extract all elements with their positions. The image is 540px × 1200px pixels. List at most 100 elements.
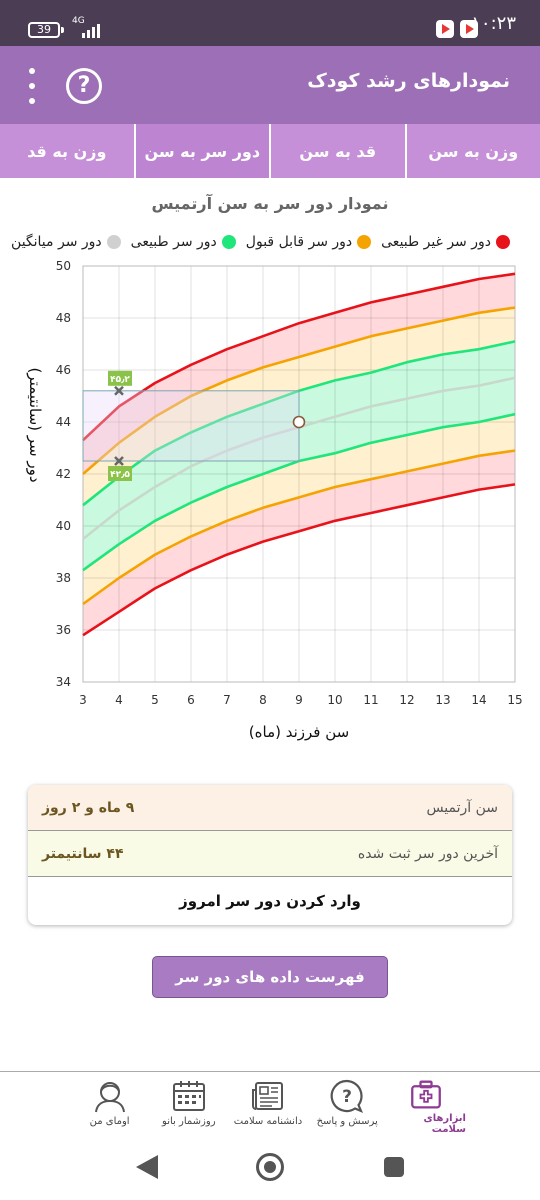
chart-tabs: وزن به سن قد به سن دور سر به سن وزن به ق…: [0, 124, 540, 178]
legend-item-normal[interactable]: دور سر طبیعی: [131, 234, 236, 250]
x-tick-label: 14: [471, 693, 486, 707]
svg-text:?: ?: [342, 1087, 352, 1107]
legend-label: دور سر میانگین: [11, 234, 102, 250]
series-line: [82, 306, 516, 475]
play-store-icon: [460, 20, 478, 38]
marker-label: ۴۵٫۲: [110, 375, 130, 385]
home-icon[interactable]: [256, 1153, 284, 1181]
measurement-marker: [114, 385, 124, 396]
tab-weight-for-height[interactable]: وزن به قد: [27, 141, 107, 161]
status-bar: 39 4G ۱۰:۲۳: [0, 0, 540, 46]
x-tick-label: 9: [295, 693, 303, 707]
nav-profile[interactable]: اومای من: [70, 1072, 149, 1135]
system-navigation: [0, 1135, 540, 1200]
app-bar: ? نمودارهای رشد کودک: [0, 46, 540, 124]
recent-apps-icon[interactable]: [384, 1157, 404, 1177]
legend-dot: [357, 235, 372, 249]
chart-band: [83, 450, 515, 636]
x-tick-label: 13: [435, 693, 450, 707]
y-axis-label: دور سر (سانتیمتر): [26, 367, 44, 482]
more-options-icon[interactable]: [22, 66, 42, 106]
y-tick-label: 48: [56, 311, 71, 325]
nav-label: ابزارهای سلامت: [423, 1113, 466, 1135]
y-tick-label: 50: [56, 259, 71, 273]
chart-band: [83, 307, 515, 506]
y-tick-label: 44: [56, 415, 71, 429]
data-list-button[interactable]: فهرست داده های دور سر آرتمیس: [152, 956, 388, 1026]
x-tick-label: 8: [259, 693, 267, 707]
x-tick-label: 10: [327, 693, 342, 707]
marker-badge: [108, 466, 132, 481]
nav-label: اومای من: [89, 1116, 130, 1127]
battery-level: 39: [37, 23, 51, 36]
chart-legend: دور سر غیر طبیعی دور سر قابل قبول دور سر…: [11, 234, 510, 250]
nav-calendar[interactable]: روزشمار بانو: [149, 1072, 228, 1135]
enter-today-button[interactable]: وارد کردن دور سر امروز: [179, 892, 361, 910]
x-tick-label: 12: [399, 693, 414, 707]
chart-band: [83, 414, 515, 604]
legend-item-acceptable[interactable]: دور سر قابل قبول: [245, 234, 372, 250]
x-tick-label: 7: [223, 693, 231, 707]
play-store-icon: [436, 20, 454, 38]
last-measurement-value: ۴۴ سانتیمتر: [42, 845, 124, 862]
clock: ۱۰:۲۳: [471, 13, 516, 34]
tab-weight-for-age[interactable]: وزن به سن: [404, 124, 540, 178]
y-tick-label: 38: [56, 571, 71, 585]
child-data-point: [292, 415, 306, 429]
legend-item-abnormal[interactable]: دور سر غیر طبیعی: [381, 234, 510, 250]
y-tick-label: 34: [56, 675, 71, 689]
legend-dot: [496, 235, 510, 249]
chart-band: [83, 273, 515, 474]
info-card: سن آرتمیس ۹ ماه و ۲ روز آخرین دور سر ثبت…: [28, 785, 512, 925]
age-label: سن آرتمیس: [426, 799, 498, 816]
age-row: سن آرتمیس ۹ ماه و ۲ روز: [28, 785, 512, 831]
nav-health-tools[interactable]: ابزارهای سلامت: [387, 1072, 466, 1135]
user-profile-icon: [94, 1082, 125, 1113]
y-tick-label: 46: [56, 363, 71, 377]
help-icon[interactable]: ?: [66, 68, 102, 104]
chart-band: [83, 377, 515, 571]
series-line: [82, 483, 516, 637]
age-value: ۹ ماه و ۲ روز: [42, 799, 135, 816]
back-icon[interactable]: [136, 1155, 158, 1179]
series-line: [82, 272, 516, 442]
network-type: 4G: [72, 16, 85, 26]
medical-kit-icon: [411, 1080, 442, 1109]
x-tick-label: 5: [151, 693, 159, 707]
legend-label: دور سر طبیعی: [130, 234, 217, 250]
chart-band: [83, 341, 515, 539]
legend-dot: [221, 235, 236, 249]
x-tick-label: 4: [115, 693, 123, 707]
last-measurement-label: آخرین دور سر ثبت شده: [357, 845, 498, 862]
nav-label: روزشمار بانو: [162, 1116, 216, 1127]
legend-label: دور سر غیر طبیعی: [381, 234, 491, 250]
legend-item-average[interactable]: دور سر میانگین: [11, 234, 121, 250]
x-tick-label: 3: [79, 693, 87, 707]
nav-encyclopedia[interactable]: دانشنامه سلامت: [228, 1072, 307, 1135]
x-tick-label: 6: [187, 693, 195, 707]
marker-label: ۴۲٫۵: [110, 470, 130, 480]
y-tick-label: 42: [56, 467, 71, 481]
nav-questions[interactable]: ? پرسش و پاسخ: [308, 1072, 387, 1135]
battery-icon: 39: [28, 22, 64, 38]
legend-dot: [106, 235, 121, 249]
chart-title: نمودار دور سر به سن آرتمیس: [151, 194, 389, 213]
legend-label: دور سر قابل قبول: [245, 234, 353, 250]
x-tick-label: 15: [507, 693, 522, 707]
calendar-icon: [172, 1081, 205, 1111]
newspaper-icon: [252, 1082, 283, 1110]
last-measurement-row: آخرین دور سر ثبت شده ۴۴ سانتیمتر: [28, 831, 512, 877]
range-box: [82, 390, 300, 462]
y-tick-label: 40: [56, 519, 71, 533]
x-tick-label: 11: [363, 693, 378, 707]
question-bubble-icon: ?: [330, 1079, 364, 1114]
nav-label: دانشنامه سلامت: [233, 1116, 303, 1127]
series-line: [82, 449, 516, 606]
marker-badge: [108, 370, 132, 386]
tab-height-for-age[interactable]: قد به سن: [269, 124, 405, 178]
bottom-navigation: ابزارهای سلامت ? پرسش و پاسخ دانشنامه سل…: [0, 1071, 540, 1135]
page-title: نمودارهای رشد کودک: [307, 70, 510, 92]
tab-head-circumference-for-age[interactable]: دور سر به سن: [133, 124, 269, 178]
x-axis-label: سن فرزند (ماه): [249, 723, 349, 741]
